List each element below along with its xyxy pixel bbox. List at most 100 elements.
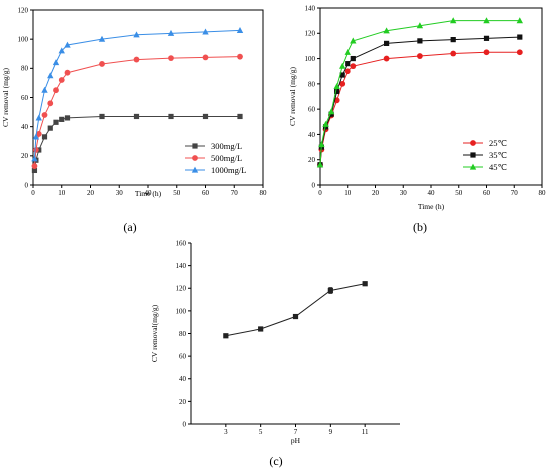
x-tick-label: 20: [372, 189, 380, 197]
data-point: [99, 61, 105, 67]
data-point: [350, 63, 357, 70]
data-point: [47, 125, 53, 131]
x-axis-label: pH: [291, 436, 301, 445]
data-point: [339, 72, 345, 78]
x-tick-label: 70: [511, 189, 519, 197]
chart-panel-a: 0 10 20 30 40 50 60 70 80 0 20 40 60 80 100 120 Time (h)…: [1, 6, 267, 234]
data-point: [202, 113, 209, 120]
data-point: [417, 53, 423, 59]
data-point: [202, 54, 209, 61]
x-tick-label: 50: [173, 189, 181, 197]
legend-marker: [470, 152, 476, 158]
x-tick-label: 10: [58, 189, 66, 197]
data-point: [58, 47, 65, 54]
data-point: [202, 28, 209, 35]
y-axis-label: CV removal(mg/g): [150, 304, 159, 362]
x-tick-label: 0: [318, 189, 322, 197]
data-point: [383, 27, 390, 34]
data-point: [32, 133, 40, 140]
series-line: [225, 283, 366, 337]
data-point: [237, 113, 243, 120]
y-tick-label: 100: [305, 55, 316, 63]
data-point: [52, 59, 60, 66]
series-1: [223, 281, 368, 339]
data-point: [483, 35, 490, 41]
data-point: [344, 68, 351, 75]
panel-label: (c): [269, 454, 282, 468]
x-tick-label: 3: [224, 428, 228, 436]
legend-entry: 45℃: [489, 162, 508, 172]
data-point: [32, 147, 39, 153]
y-tick-label: 60: [179, 353, 187, 361]
data-point: [345, 61, 351, 67]
data-point: [59, 116, 65, 122]
x-axis-label: Time (h): [418, 202, 445, 211]
data-point: [223, 333, 229, 339]
data-point: [58, 77, 65, 83]
x-tick-label: 9: [329, 428, 333, 436]
x-tick-label: 10: [344, 189, 352, 197]
data-point: [237, 53, 243, 60]
data-point: [31, 155, 38, 162]
legend-entry: 35℃: [489, 150, 508, 160]
data-point: [64, 115, 71, 121]
data-point: [417, 38, 423, 44]
data-point: [516, 49, 523, 56]
x-tick-label: 30: [116, 189, 124, 197]
y-axis-label: CV removal (mg/g): [1, 67, 10, 127]
data-point: [41, 134, 48, 140]
data-point: [53, 119, 59, 125]
y-tick-label: 120: [18, 6, 29, 14]
data-point: [362, 281, 368, 287]
data-point: [483, 17, 490, 24]
data-point: [339, 80, 346, 87]
data-point: [322, 120, 329, 127]
y-tick-label: 80: [179, 330, 187, 338]
y-tick-label: 0: [312, 181, 316, 189]
data-point: [98, 35, 106, 42]
y-tick-label: 0: [183, 420, 187, 428]
data-point: [350, 37, 357, 44]
legend-marker: [191, 166, 199, 173]
x-tick-label: 0: [31, 189, 35, 197]
series-2: [31, 53, 243, 169]
y-tick-label: 80: [308, 80, 316, 88]
legend-marker: [192, 143, 198, 149]
data-point: [99, 113, 105, 120]
legend-marker: [470, 140, 476, 146]
data-point: [327, 287, 333, 294]
data-point: [35, 114, 42, 121]
data-point: [236, 27, 244, 34]
y-tick-label: 0: [25, 181, 29, 189]
data-point: [517, 34, 523, 40]
panel-label: (a): [123, 220, 136, 234]
data-point: [41, 112, 48, 118]
data-point: [31, 167, 38, 174]
y-tick-label: 20: [179, 398, 187, 406]
data-point: [292, 313, 299, 320]
y-tick-label: 20: [308, 156, 316, 164]
y-tick-label: 140: [305, 4, 316, 12]
x-axis-label: Time (h): [135, 189, 162, 198]
x-tick-label: 70: [231, 189, 239, 197]
data-point: [333, 82, 340, 89]
x-tick-label: 40: [145, 189, 153, 197]
chart-panel-c: 3 5 7 9 11 0 20 40 60 80 100 120 140 160 pH CV removal(…: [150, 239, 400, 468]
y-tick-label: 60: [21, 94, 29, 102]
x-tick-label: 30: [400, 189, 408, 197]
y-tick-label: 100: [18, 36, 29, 44]
y-tick-label: 20: [21, 152, 29, 160]
x-tick-label: 60: [202, 189, 210, 197]
x-tick-label: 11: [362, 428, 369, 436]
x-tick-label: 40: [428, 189, 436, 197]
data-point: [168, 113, 174, 120]
data-point: [133, 113, 140, 120]
data-point: [350, 55, 356, 62]
legend-entry: 300mg/L: [211, 141, 242, 151]
data-point: [167, 29, 175, 36]
legend-marker: [469, 163, 477, 170]
data-point: [327, 108, 335, 115]
y-tick-label: 160: [176, 239, 187, 247]
data-point: [384, 40, 390, 46]
